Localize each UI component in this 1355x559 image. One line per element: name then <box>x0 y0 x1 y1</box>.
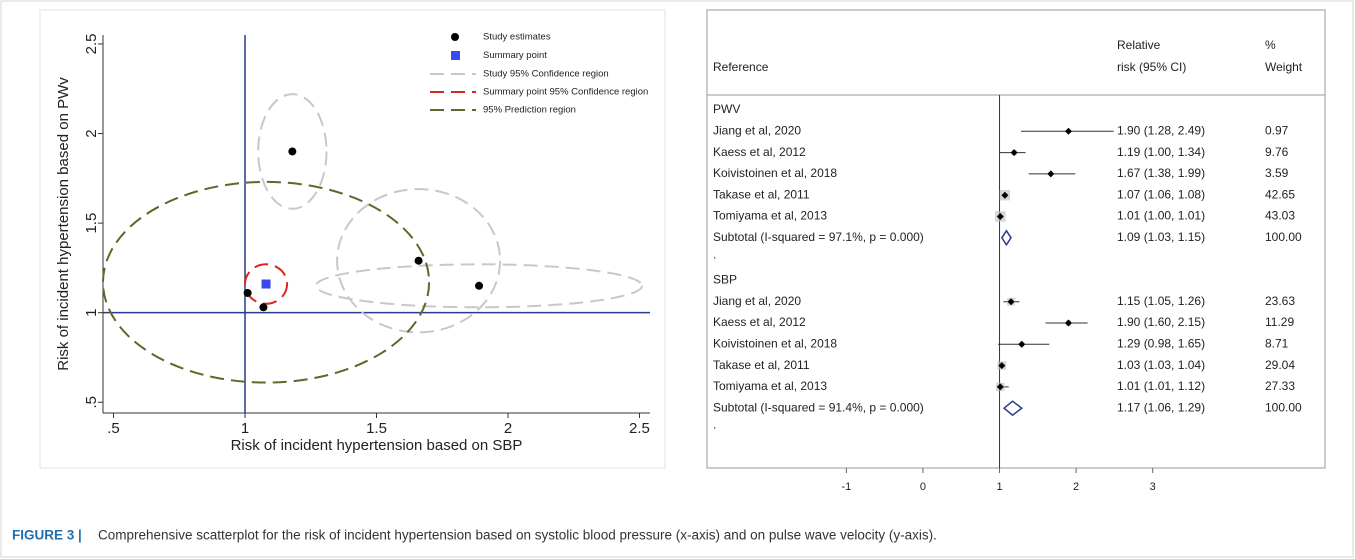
rr-text: 1.17 (1.06, 1.29) <box>1117 400 1205 414</box>
weight-text: 3.59 <box>1265 166 1289 180</box>
weight-text: 100.00 <box>1265 230 1302 244</box>
weight-text: 9.76 <box>1265 145 1289 159</box>
weight-text: 11.29 <box>1265 315 1294 329</box>
rr-text: 1.19 (1.00, 1.34) <box>1117 145 1205 159</box>
y-tick-label: 2 <box>83 129 100 137</box>
x-axis-label: Risk of incident hypertension based on S… <box>231 437 523 454</box>
study-label: Takase et al, 2011 <box>713 187 810 201</box>
x-tick-label: 2 <box>504 420 512 437</box>
pooled-diamond <box>1002 400 1023 417</box>
point-estimate <box>1047 170 1055 178</box>
point-estimate <box>1018 340 1026 348</box>
x-tick-label: 0 <box>920 481 926 493</box>
weight-text: 43.03 <box>1265 209 1295 223</box>
column-header: Relative <box>1117 38 1161 52</box>
study-label: Koivistoinen et al, 2018 <box>713 166 837 180</box>
point-estimate <box>998 362 1006 370</box>
rr-text: 1.07 (1.06, 1.08) <box>1117 187 1205 201</box>
column-header: % <box>1265 38 1276 52</box>
group-note: . <box>713 418 716 432</box>
y-axis-label: Risk of incident hypertension based on P… <box>55 77 72 371</box>
rr-text: 1.09 (1.03, 1.15) <box>1117 230 1205 244</box>
subtotal-label: Subtotal (I-squared = 97.1%, p = 0.000) <box>713 230 924 244</box>
forest-panel <box>706 9 1326 469</box>
study-label: Tomiyama et al, 2013 <box>713 209 827 223</box>
rr-text: 1.90 (1.60, 2.15) <box>1117 315 1205 329</box>
study-point <box>259 303 268 312</box>
legend-marker <box>451 51 460 60</box>
weight-text: 42.65 <box>1265 187 1295 201</box>
pooled-diamond <box>1000 229 1012 247</box>
point-estimate <box>1064 319 1072 327</box>
caption-text: Comprehensive scatterplot for the risk o… <box>98 528 937 543</box>
point-estimate <box>996 383 1004 391</box>
point-estimate <box>1010 149 1018 157</box>
scatter-panel <box>39 9 666 469</box>
weight-text: 0.97 <box>1265 123 1289 137</box>
x-tick-label: 1 <box>241 420 249 437</box>
study-point <box>243 288 252 297</box>
study-point <box>288 147 297 156</box>
study-label: Kaess et al, 2012 <box>713 145 806 159</box>
x-tick-label: 2 <box>1073 481 1079 493</box>
study-label: Tomiyama et al, 2013 <box>713 379 827 393</box>
confidence-ellipse <box>244 263 289 305</box>
rr-text: 1.01 (1.00, 1.01) <box>1117 209 1205 223</box>
confidence-ellipse <box>315 263 644 309</box>
study-label: Koivistoinen et al, 2018 <box>713 336 837 350</box>
y-tick-label: 1.5 <box>83 213 100 234</box>
study-point <box>475 281 484 290</box>
study-label: Takase et al, 2011 <box>713 358 810 372</box>
weight-text: 29.04 <box>1265 358 1295 372</box>
x-tick-label: .5 <box>107 420 120 437</box>
weight-text: 8.71 <box>1265 336 1289 350</box>
legend-label: 95% Prediction region <box>483 105 576 116</box>
confidence-ellipse <box>336 188 502 334</box>
x-tick-label: 1 <box>996 481 1002 493</box>
y-tick-label: 2.5 <box>83 34 100 55</box>
column-header: Reference <box>713 60 769 74</box>
confidence-ellipse <box>257 93 328 210</box>
rr-text: 1.29 (0.98, 1.65) <box>1117 336 1205 350</box>
weight-text: 100.00 <box>1265 400 1302 414</box>
point-estimate <box>1064 127 1072 135</box>
weight-text: 23.63 <box>1265 294 1295 308</box>
column-header: risk (95% CI) <box>1117 60 1186 74</box>
rr-text: 1.15 (1.05, 1.26) <box>1117 294 1205 308</box>
legend-label: Study 95% Confidence region <box>483 69 609 80</box>
caption-label: FIGURE 3 | <box>12 528 82 543</box>
legend-label: Summary point 95% Confidence region <box>483 87 648 98</box>
legend-label: Summary point <box>483 50 547 61</box>
study-label: Jiang et al, 2020 <box>713 294 801 308</box>
column-header: Weight <box>1265 60 1303 74</box>
x-tick-label: 2.5 <box>629 420 650 437</box>
summary-point <box>261 279 271 289</box>
study-label: Jiang et al, 2020 <box>713 123 801 137</box>
group-note: . <box>713 247 716 261</box>
rr-text: 1.90 (1.28, 2.49) <box>1117 123 1205 137</box>
study-label: Kaess et al, 2012 <box>713 315 806 329</box>
point-estimate <box>1001 191 1009 199</box>
subtotal-label: Subtotal (I-squared = 91.4%, p = 0.000) <box>713 400 924 414</box>
rr-text: 1.67 (1.38, 1.99) <box>1117 166 1205 180</box>
rr-text: 1.01 (1.01, 1.12) <box>1117 379 1205 393</box>
legend-marker <box>451 33 459 41</box>
confidence-ellipse <box>101 180 431 384</box>
y-tick-label: 1 <box>83 309 100 317</box>
point-estimate <box>996 213 1004 220</box>
legend-label: Study estimates <box>483 32 551 43</box>
x-tick-label: -1 <box>841 481 851 493</box>
group-label: SBP <box>713 273 737 287</box>
x-tick-label: 1.5 <box>366 420 387 437</box>
group-label: PWV <box>713 102 740 116</box>
x-tick-label: 3 <box>1150 481 1156 493</box>
weight-text: 27.33 <box>1265 379 1295 393</box>
point-estimate <box>1007 298 1015 306</box>
rr-text: 1.03 (1.03, 1.04) <box>1117 358 1205 372</box>
y-tick-label: .5 <box>83 396 100 409</box>
study-point <box>414 256 423 265</box>
